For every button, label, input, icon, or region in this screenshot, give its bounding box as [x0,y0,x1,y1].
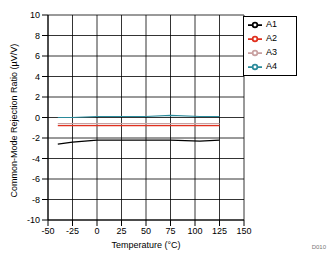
svg-text:50: 50 [141,226,151,236]
svg-text:0: 0 [35,113,40,123]
html-text:A1: A1 [266,19,277,30]
html-text:A4: A4 [266,61,277,72]
svg-text:4: 4 [35,72,40,82]
svg-text:100: 100 [187,226,202,236]
svg-text:Temperature (°C): Temperature (°C) [111,240,180,250]
svg-text:0: 0 [94,226,99,236]
svg-text:6: 6 [35,51,40,61]
svg-text:25: 25 [116,226,126,236]
svg-text:-50: -50 [41,226,54,236]
svg-text:-8: -8 [32,195,40,205]
svg-text:-6: -6 [32,174,40,184]
html-text:D010: D010 [311,244,326,250]
svg-text:-4: -4 [32,154,40,164]
svg-text:75: 75 [165,226,175,236]
svg-text:8: 8 [35,31,40,41]
svg-text:Common-Mode Rejection Ratio (µ: Common-Mode Rejection Ratio (µV/V) [9,44,19,198]
svg-text:10: 10 [30,10,40,20]
svg-text:150: 150 [236,226,251,236]
svg-text:-10: -10 [27,215,40,225]
svg-text:-2: -2 [32,133,40,143]
html-text:A2: A2 [266,33,277,44]
svg-text:125: 125 [212,226,227,236]
svg-text:2: 2 [35,92,40,102]
svg-text:-25: -25 [66,226,79,236]
html-text:A3: A3 [266,47,277,58]
